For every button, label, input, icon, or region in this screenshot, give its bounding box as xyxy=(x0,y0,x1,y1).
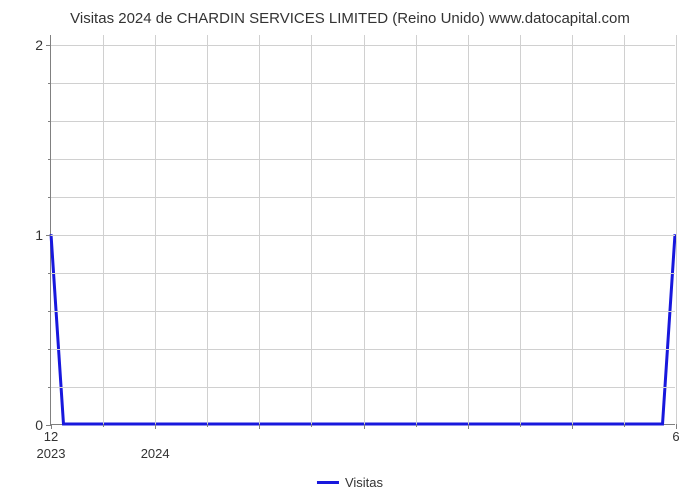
x-minor-tick xyxy=(416,424,417,427)
vgrid-line-minor xyxy=(207,35,208,424)
x-tick-label: 6 xyxy=(672,429,679,444)
vgrid-line xyxy=(364,35,365,424)
y-tick xyxy=(46,45,51,46)
y-minor-tick xyxy=(48,121,51,122)
chart-title: Visitas 2024 de CHARDIN SERVICES LIMITED… xyxy=(10,10,690,27)
y-minor-tick xyxy=(48,83,51,84)
legend-label: Visitas xyxy=(345,475,383,490)
x-tick xyxy=(259,424,260,429)
x-minor-tick xyxy=(624,424,625,427)
vgrid-line-minor xyxy=(416,35,417,424)
y-minor-tick xyxy=(48,387,51,388)
vgrid-line-minor xyxy=(103,35,104,424)
x-minor-tick xyxy=(311,424,312,427)
x-minor-tick xyxy=(103,424,104,427)
x-minor-tick xyxy=(207,424,208,427)
x-tick xyxy=(572,424,573,429)
y-minor-tick xyxy=(48,349,51,350)
chart-container: Visitas 2024 de CHARDIN SERVICES LIMITED… xyxy=(10,10,690,490)
y-tick xyxy=(46,235,51,236)
y-tick-label: 2 xyxy=(35,37,43,53)
vgrid-line-minor xyxy=(520,35,521,424)
y-minor-tick xyxy=(48,273,51,274)
x-minor-tick xyxy=(520,424,521,427)
vgrid-line xyxy=(572,35,573,424)
y-tick-label: 1 xyxy=(35,227,43,243)
plot-area: 01212202320246 xyxy=(50,35,675,425)
x-tick xyxy=(468,424,469,429)
y-minor-tick xyxy=(48,159,51,160)
x-tick xyxy=(364,424,365,429)
legend-swatch xyxy=(317,481,339,484)
y-minor-tick xyxy=(48,311,51,312)
vgrid-line xyxy=(155,35,156,424)
x-tick xyxy=(155,424,156,429)
vgrid-line xyxy=(676,35,677,424)
vgrid-line-minor xyxy=(624,35,625,424)
x-year-label: 2024 xyxy=(141,446,170,461)
y-minor-tick xyxy=(48,197,51,198)
y-tick-label: 0 xyxy=(35,417,43,433)
legend: Visitas xyxy=(317,475,383,490)
vgrid-line-minor xyxy=(311,35,312,424)
vgrid-line xyxy=(259,35,260,424)
vgrid-line xyxy=(468,35,469,424)
x-tick-label: 12 xyxy=(44,429,58,444)
x-year-label: 2023 xyxy=(37,446,66,461)
